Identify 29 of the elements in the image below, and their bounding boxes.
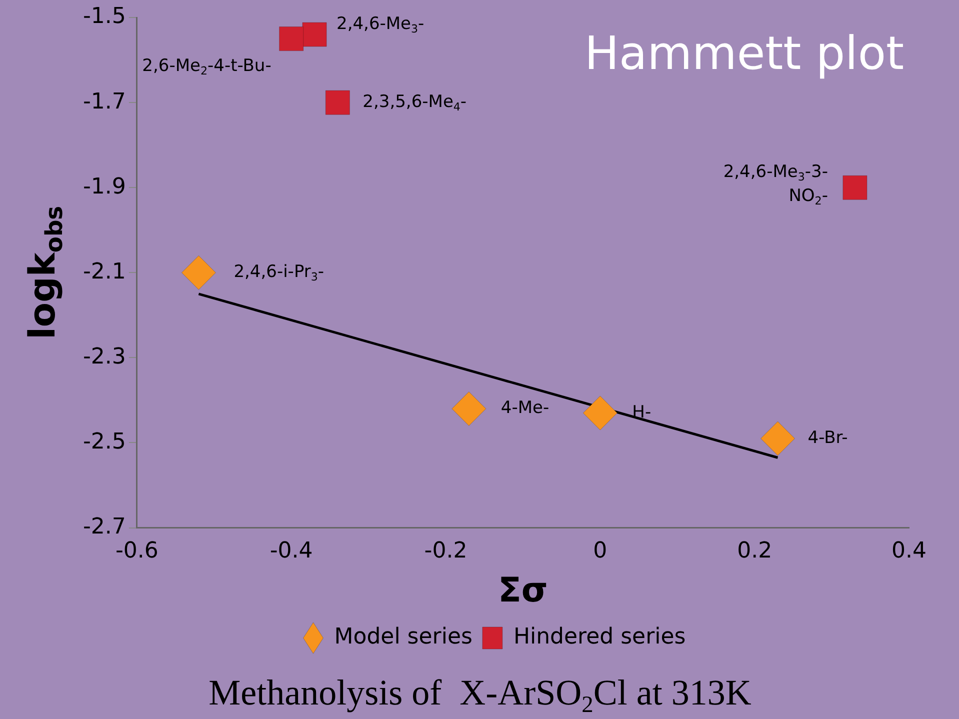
y-tick-label: -2.7 xyxy=(82,514,126,540)
point xyxy=(760,421,795,456)
x-tick-label: 0.4 xyxy=(892,538,926,564)
x-tick-label: -0.4 xyxy=(270,538,313,564)
x-tick-label: -0.6 xyxy=(115,538,158,564)
y-tick-label: -2.5 xyxy=(82,429,126,454)
point xyxy=(302,22,327,47)
point xyxy=(842,175,868,200)
y-axis-title: logkobs xyxy=(22,206,68,340)
legend-label: Model series xyxy=(334,624,472,650)
y-tick-label: -1.7 xyxy=(82,89,126,114)
y-tick-label: -2.1 xyxy=(82,259,126,284)
point xyxy=(582,396,618,430)
annotation: H- xyxy=(632,402,652,422)
y-tick-label: -1.5 xyxy=(82,4,126,30)
point xyxy=(452,391,486,426)
point xyxy=(279,26,304,52)
annotation: 4-Me- xyxy=(500,398,550,418)
annotation: 4-Br- xyxy=(808,428,848,448)
y-tick-label: -2.3 xyxy=(82,344,126,370)
legend-label: Hindered series xyxy=(513,624,686,650)
x-axis-title: Σσ xyxy=(498,570,548,610)
y-tick-label: -1.9 xyxy=(82,174,126,200)
chart-title: Hammett plot xyxy=(584,26,904,80)
x-tick-label: 0 xyxy=(593,538,608,564)
point xyxy=(325,90,350,115)
x-tick-label: -0.2 xyxy=(424,538,468,564)
point xyxy=(181,255,216,290)
x-tick-label: 0.2 xyxy=(737,538,772,564)
